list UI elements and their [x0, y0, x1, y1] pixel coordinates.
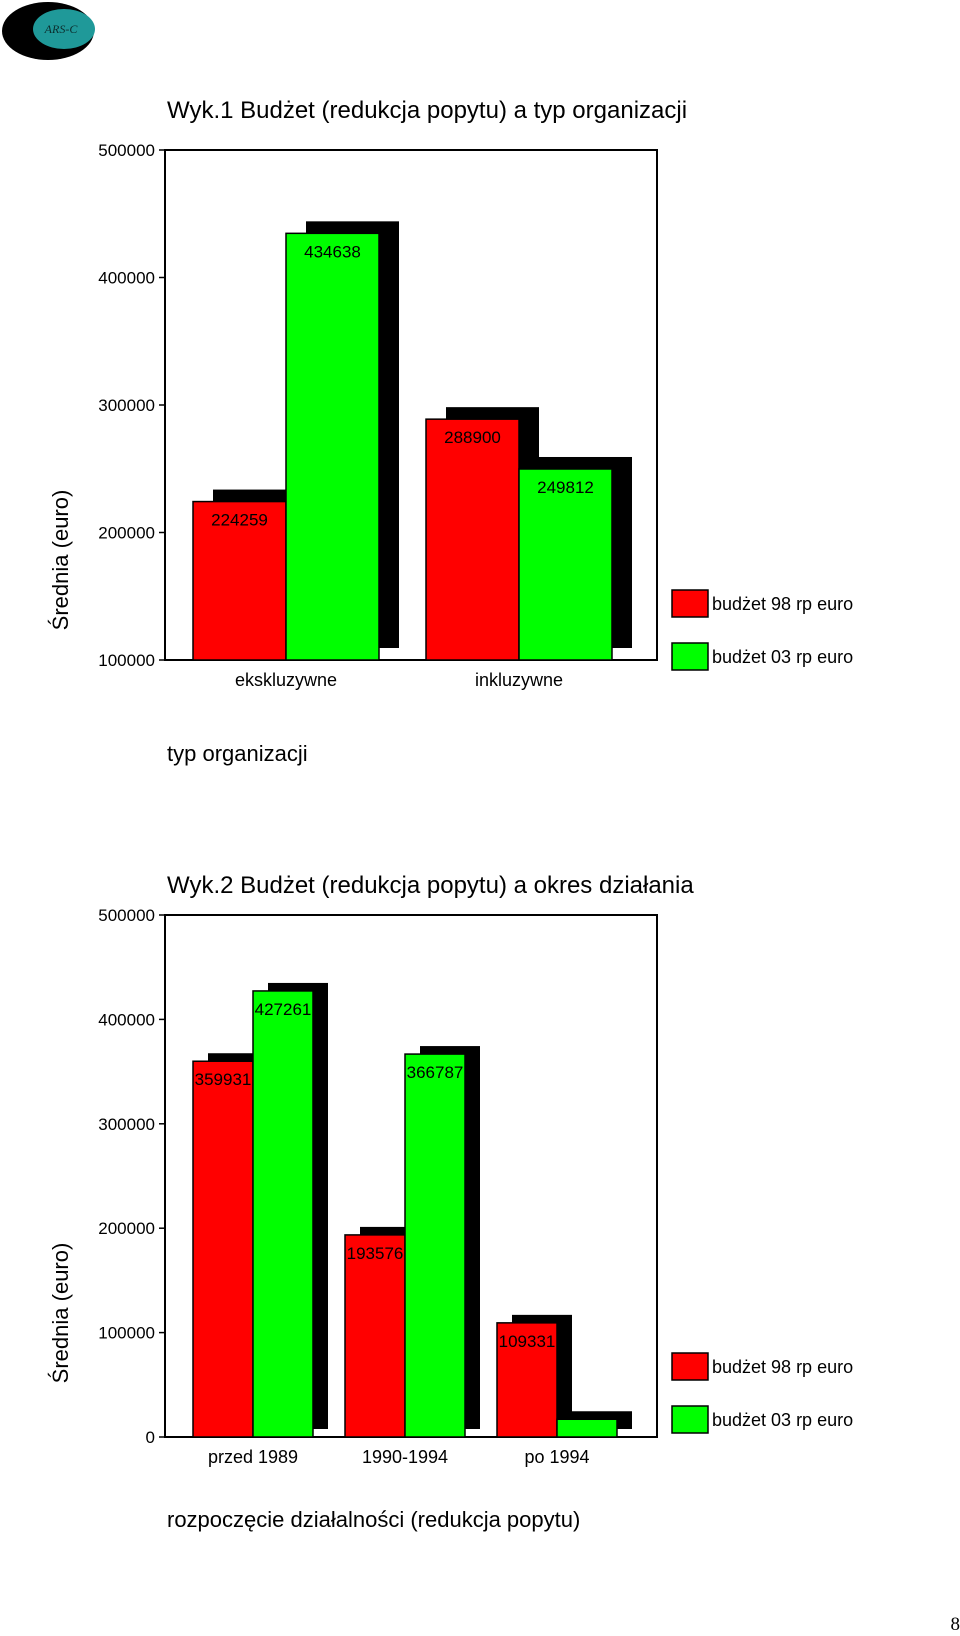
y-axis-label: Średnia (euro): [48, 1243, 73, 1384]
legend-label: budżet 03 rp euro: [712, 1410, 853, 1430]
bar: [286, 233, 379, 660]
y-tick-label: 0: [146, 1428, 155, 1447]
bar: [519, 469, 612, 660]
x-tick-label: ekskluzywne: [235, 670, 337, 690]
legend-label: budżet 98 rp euro: [712, 594, 853, 614]
y-tick-label: 200000: [98, 524, 155, 543]
page-number: 8: [951, 1614, 960, 1636]
bar: [253, 991, 313, 1437]
data-label: 224259: [211, 511, 268, 530]
data-label: 288900: [444, 428, 501, 447]
y-axis-label: Średnia (euro): [48, 490, 73, 631]
data-label: 359931: [195, 1070, 252, 1089]
legend-label: budżet 03 rp euro: [712, 647, 853, 667]
legend-swatch: [672, 590, 708, 617]
legend-swatch: [672, 1406, 708, 1433]
y-tick-label: 400000: [98, 269, 155, 288]
ars-c-logo: ARS-C: [0, 0, 100, 64]
data-label: 427261: [255, 1000, 312, 1019]
chart-budget-by-start-period: Wyk.2 Budżet (redukcja popytu) a okres d…: [0, 845, 960, 1545]
x-tick-label: przed 1989: [208, 1447, 298, 1467]
x-axis-label: typ organizacji: [167, 741, 308, 766]
data-label: 249812: [537, 478, 594, 497]
x-tick-label: inkluzywne: [475, 670, 563, 690]
y-tick-label: 500000: [98, 141, 155, 160]
legend-swatch: [672, 643, 708, 670]
data-label: 109331: [499, 1332, 556, 1351]
y-tick-label: 400000: [98, 1010, 155, 1029]
chart-budget-by-organization-type: Wyk.1 Budżet (redukcja popytu) a typ org…: [0, 80, 960, 780]
bar: [557, 1419, 617, 1437]
y-tick-label: 300000: [98, 396, 155, 415]
y-tick-label: 100000: [98, 1324, 155, 1343]
chart-title: Wyk.1 Budżet (redukcja popytu) a typ org…: [167, 97, 687, 124]
bar: [345, 1235, 405, 1437]
legend-swatch: [672, 1353, 708, 1380]
data-label: 366787: [407, 1063, 464, 1082]
bar: [426, 419, 519, 660]
legend-label: budżet 98 rp euro: [712, 1357, 853, 1377]
y-tick-label: 300000: [98, 1115, 155, 1134]
y-tick-label: 200000: [98, 1219, 155, 1238]
data-label: 193576: [347, 1244, 404, 1263]
bar: [405, 1054, 465, 1437]
logo-text: ARS-C: [44, 22, 79, 36]
bar: [193, 1061, 253, 1437]
y-tick-label: 500000: [98, 906, 155, 925]
chart-title: Wyk.2 Budżet (redukcja popytu) a okres d…: [167, 872, 694, 899]
x-axis-label: rozpoczęcie działalności (redukcja popyt…: [167, 1507, 580, 1532]
data-label: 434638: [304, 242, 361, 261]
x-tick-label: po 1994: [524, 1447, 589, 1467]
x-tick-label: 1990-1994: [362, 1447, 448, 1467]
y-tick-label: 100000: [98, 651, 155, 670]
